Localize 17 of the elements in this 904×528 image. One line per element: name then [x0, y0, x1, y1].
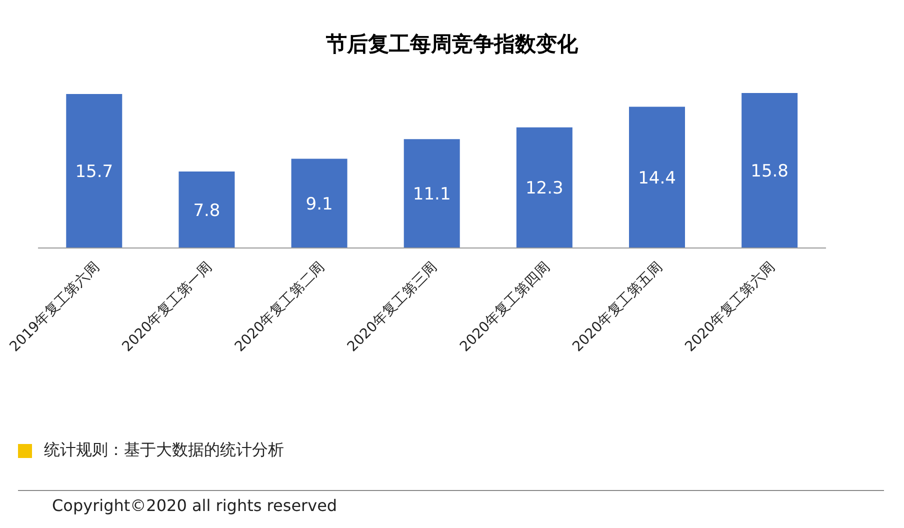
bar	[742, 93, 798, 248]
data-label: 15.7	[75, 162, 114, 182]
bar	[629, 106, 685, 248]
bar	[516, 127, 572, 248]
data-label: 7.8	[193, 200, 220, 221]
chart-title: 节后复工每周竞争指数变化	[325, 31, 579, 58]
data-label: 11.1	[412, 184, 451, 205]
data-label: 12.3	[526, 178, 564, 199]
text: Copyright©2020 all rights reserved	[52, 496, 338, 515]
bar	[291, 158, 348, 248]
data-label: 15.8	[750, 162, 788, 182]
data-label: 14.4	[638, 168, 676, 188]
data-label: 9.1	[306, 194, 333, 214]
bar	[178, 171, 235, 248]
text: 统计规则：基于大数据的统计分析	[44, 440, 284, 461]
bar	[66, 94, 122, 248]
bar	[404, 139, 460, 248]
